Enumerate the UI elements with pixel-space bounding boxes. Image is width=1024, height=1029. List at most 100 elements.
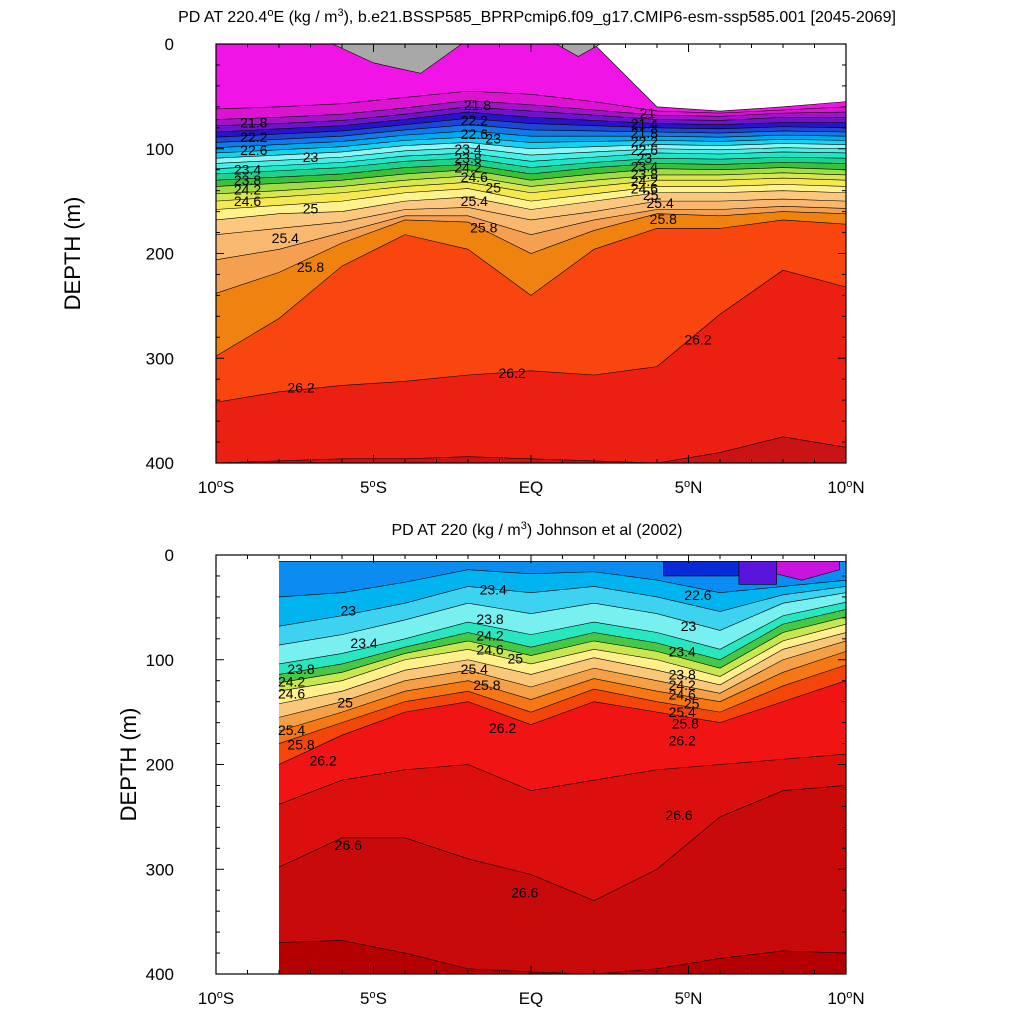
contour-label: 26.6	[665, 807, 692, 823]
y-tick-label: 200	[146, 245, 174, 264]
contour-label: 25.8	[297, 259, 324, 275]
contour-label: 24.2	[631, 173, 658, 189]
y-tick-label: 200	[146, 756, 174, 775]
contour-band-23-4	[216, 142, 846, 164]
contour-label: 22.6	[461, 126, 488, 142]
contour-line	[216, 156, 846, 175]
contour-patch	[738, 560, 777, 585]
contour-line	[216, 106, 846, 127]
contour-label: 21	[640, 105, 656, 121]
contour-label: 23.4	[480, 582, 507, 598]
contour-band-24-6	[279, 616, 846, 692]
y-axis-label: DEPTH (m)	[60, 197, 85, 311]
x-tick-label: EQ	[519, 989, 544, 1008]
contour-line	[216, 172, 846, 195]
contour-label: 24.6	[234, 193, 261, 209]
contour-label: 26.2	[287, 380, 314, 396]
contour-band-21-8	[216, 100, 846, 126]
contour-band-23-6	[216, 147, 846, 169]
contour-label: 25	[507, 651, 523, 667]
contour-line	[216, 184, 846, 210]
contour-label: 23.8	[287, 661, 314, 677]
contour-line	[216, 136, 846, 154]
contour-label: 23.4	[454, 141, 481, 157]
contour-band-25-6	[216, 206, 846, 294]
contour-band-24-8	[279, 624, 846, 704]
contour-label: 22.2	[240, 129, 267, 145]
contour-label: 26.6	[335, 837, 362, 853]
contour-label: 26.2	[684, 331, 711, 347]
contour-label: 25	[643, 187, 659, 203]
contour-label: 25	[485, 180, 501, 196]
contour-line	[216, 162, 846, 181]
contour-line	[278, 664, 846, 744]
contour-band-26-0	[216, 219, 846, 403]
contour-label: 26.6	[511, 884, 538, 900]
contour-label: 23	[681, 618, 697, 634]
contour-line	[278, 651, 846, 732]
contour-line	[216, 167, 846, 187]
contour-band-24-2	[216, 162, 846, 187]
contour-label: 23.8	[454, 150, 481, 166]
contour-label: 23.8	[234, 172, 261, 188]
contour-band-25-8	[216, 211, 846, 357]
contour-line	[278, 586, 846, 627]
contour-line	[216, 269, 846, 403]
y-tick-label: 300	[146, 349, 174, 368]
contour-label: 24.6	[461, 169, 488, 185]
contour-band-23-4	[279, 592, 846, 664]
contour-label: 23.4	[350, 635, 377, 651]
contour-patch	[555, 44, 601, 57]
contour-band-25-4	[216, 199, 846, 260]
y-tick-label: 400	[146, 965, 174, 984]
contour-line	[216, 100, 846, 120]
contour-band-22-0	[216, 106, 846, 132]
contour-line	[278, 569, 846, 598]
x-tick-label: EQ	[519, 478, 544, 497]
contour-label: 24.2	[454, 160, 481, 176]
contour-label: 24.6	[476, 641, 503, 657]
contour-band-23-8	[279, 602, 846, 675]
contour-label: 22.6	[684, 587, 711, 603]
y-tick-label: 100	[146, 651, 174, 670]
contour-band-26-2	[216, 270, 846, 463]
contour-band-25-2	[216, 190, 846, 235]
contour-label: 22.6	[631, 142, 658, 158]
contour-line	[216, 177, 846, 202]
contour-label: 22.2	[631, 133, 658, 149]
contour-label: 21.8	[631, 125, 658, 141]
contour-label: 25.4	[461, 193, 488, 209]
contour-line	[278, 623, 846, 692]
contour-label: 22.6	[240, 142, 267, 158]
x-tick-label: 10oN	[827, 989, 864, 1008]
y-tick-label: 100	[146, 140, 174, 159]
contour-label: 25.8	[473, 677, 500, 693]
contour-label: 24.6	[669, 686, 696, 702]
contour-line	[216, 206, 846, 261]
contour-line	[278, 601, 846, 665]
contour-label: 25.8	[672, 716, 699, 732]
contour-band-25	[279, 632, 846, 718]
contour-label: 23.8	[631, 166, 658, 182]
contour-label: 23	[341, 603, 357, 619]
y-tick-label: 0	[165, 35, 174, 54]
contour-line	[216, 90, 846, 114]
contour-line	[278, 640, 846, 718]
contour-band-26-8	[279, 940, 846, 974]
chart-title: PD AT 220 (kg / m3) Johnson et al (2002)	[391, 520, 682, 539]
contour-line	[216, 118, 846, 138]
contour-line	[216, 124, 846, 143]
contour-line	[216, 44, 846, 112]
contour-band-25-8	[279, 651, 846, 744]
contour-band-26-0	[279, 664, 846, 765]
contour-label: 24.2	[234, 182, 261, 198]
contour-label: 25.8	[650, 211, 677, 227]
contour-band-22-6	[216, 118, 846, 143]
contour-line	[216, 130, 846, 149]
contour-patch	[663, 560, 740, 577]
contour-line	[278, 616, 846, 684]
contour-label: 21.4	[631, 116, 658, 132]
